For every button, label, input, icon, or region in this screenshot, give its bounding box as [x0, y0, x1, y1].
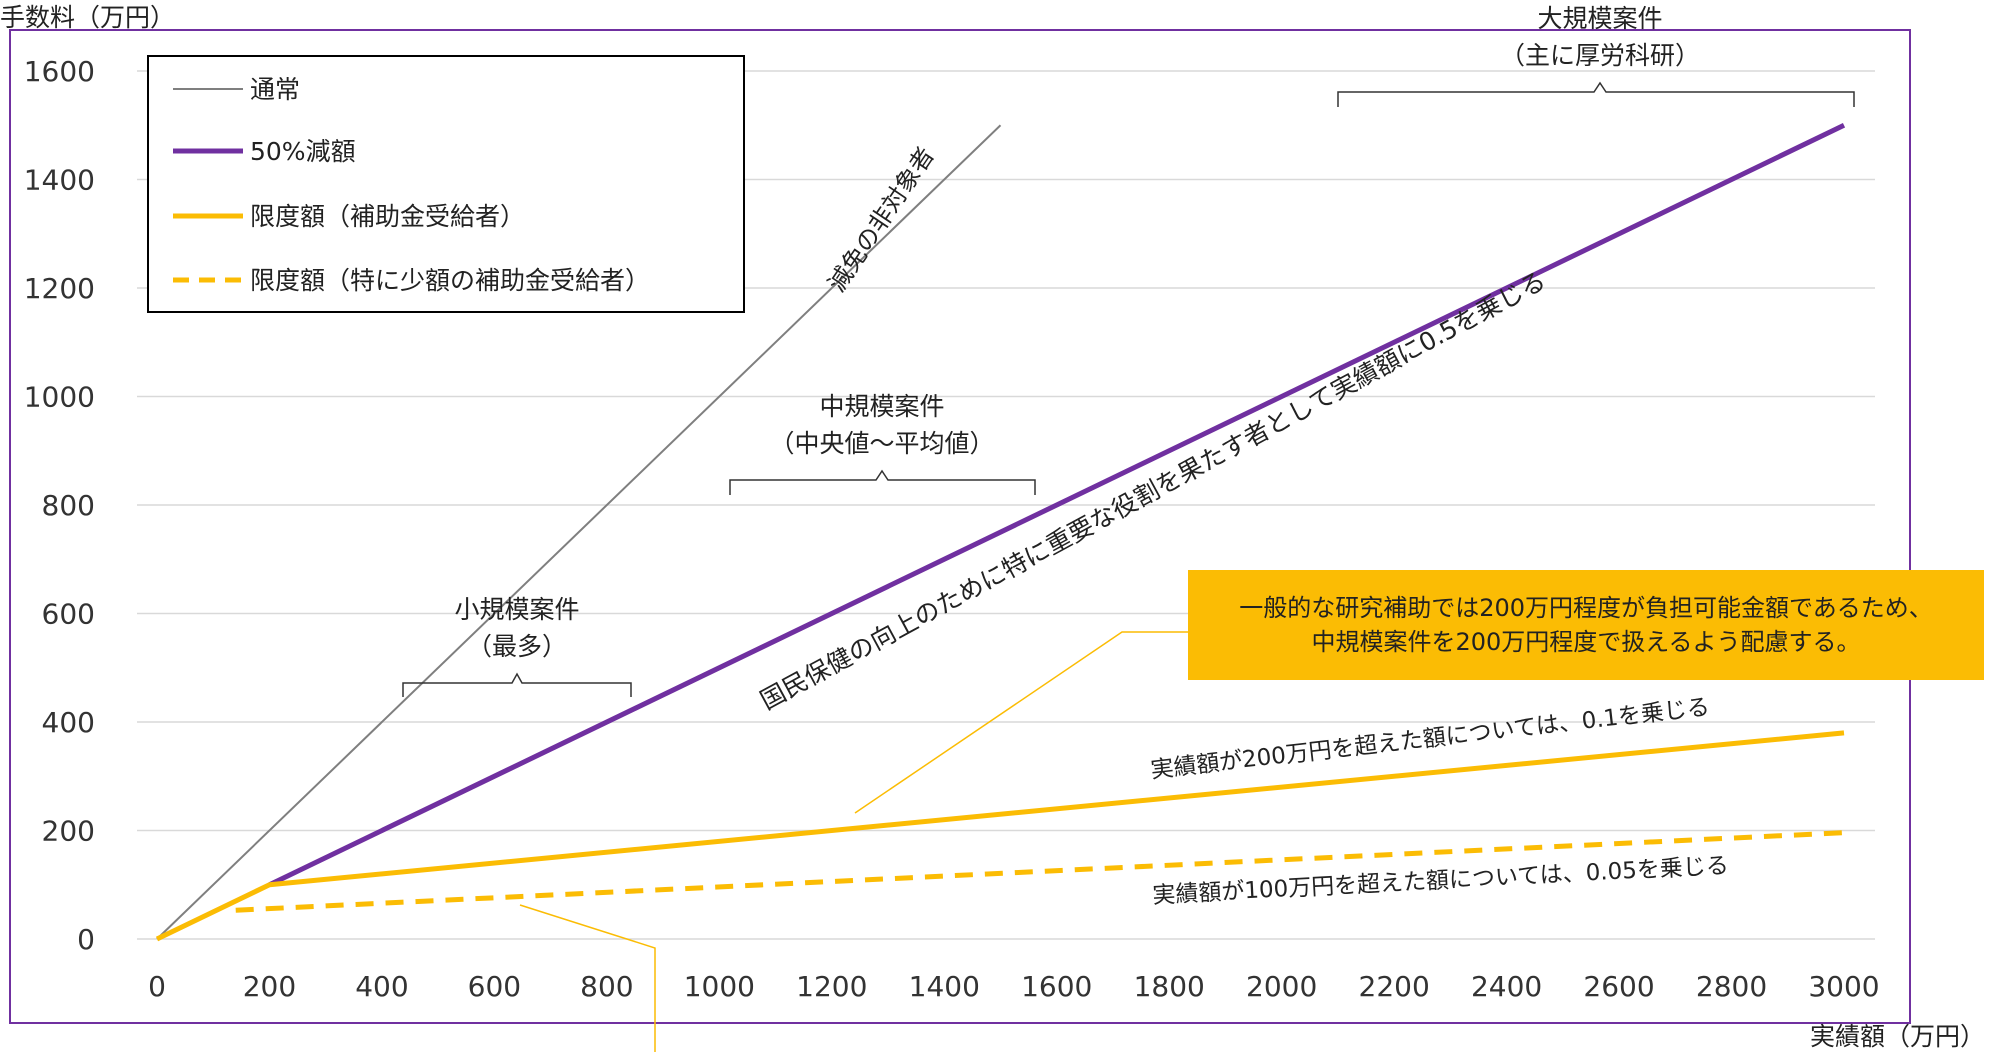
small-case-title: 小規模案件	[454, 595, 579, 624]
y-tick-label: 1000	[24, 381, 95, 414]
x-tick-label: 1600	[1021, 970, 1092, 1003]
legend: 通常 50%減額 限度額（補助金受給者） 限度額（特に少額の補助金受給者）	[147, 55, 745, 313]
y-tick-label: 1600	[24, 55, 95, 88]
y-tick-label: 800	[42, 489, 95, 522]
y-tick-label: 1400	[24, 164, 95, 197]
y-tick-label: 400	[42, 706, 95, 739]
brace-small	[402, 672, 632, 697]
x-tick-label: 400	[355, 970, 408, 1003]
x-tick-label: 1200	[796, 970, 867, 1003]
y-axis-title: 手数料（万円）	[0, 3, 175, 32]
normal-line-label: 減免の非対象者	[823, 142, 940, 297]
callout-text-line1: 一般的な研究補助では200万円程度が負担可能金額であるため、	[1239, 594, 1933, 622]
x-tick-label: 3000	[1808, 970, 1879, 1003]
x-tick-label: 800	[580, 970, 633, 1003]
callout-text-line2: 中規模案件を200万円程度で扱えるよう配慮する。	[1311, 628, 1861, 656]
x-tick-label: 200	[243, 970, 296, 1003]
legend-label-half: 50%減額	[250, 137, 356, 166]
large-case-title: 大規模案件	[1537, 4, 1662, 33]
x-tick-label: 1400	[909, 970, 980, 1003]
brace-medium	[729, 469, 1036, 495]
x-tick-label: 2400	[1471, 970, 1542, 1003]
x-tick-label: 2000	[1246, 970, 1317, 1003]
y-tick-label: 0	[77, 923, 95, 956]
callout-leader-2	[519, 904, 656, 1052]
medium-case-sub: （中央値～平均値）	[769, 429, 994, 458]
legend-label-cap: 限度額（補助金受給者）	[250, 202, 525, 231]
medium-case-title: 中規模案件	[819, 392, 944, 421]
legend-box	[147, 55, 745, 313]
y-tick-label: 200	[42, 815, 95, 848]
x-tick-label: 0	[148, 970, 166, 1003]
x-tick-labels: 0 200 400 600 800 1000 1200 1400 1600 1800 2000 220…	[148, 970, 1880, 1003]
series-line-half	[268, 122, 1846, 888]
callout-leader-1	[854, 631, 1188, 814]
x-tick-label: 2200	[1359, 970, 1430, 1003]
y-tick-label: 1200	[24, 272, 95, 305]
y-tick-label: 600	[42, 598, 95, 631]
y-tick-labels: 0 200 400 600 800 1000 1200 1400 1600	[24, 55, 95, 956]
callout-box: 一般的な研究補助では200万円程度が負担可能金額であるため、 中規模案件を200…	[1188, 570, 1984, 680]
x-axis-title: 実績額（万円）	[1810, 1022, 1985, 1051]
large-case-sub: （主に厚労科研）	[1500, 41, 1700, 70]
chart-frame	[9, 29, 1911, 1024]
x-tick-label: 1800	[1134, 970, 1205, 1003]
x-tick-label: 2800	[1696, 970, 1767, 1003]
series-line-cap	[155, 730, 1845, 942]
series-line-normal	[156, 124, 1002, 940]
x-tick-label: 1000	[684, 970, 755, 1003]
x-tick-label: 600	[468, 970, 521, 1003]
series-lines	[155, 122, 1846, 942]
x-tick-label: 2600	[1583, 970, 1654, 1003]
small-case-sub: （最多）	[467, 632, 567, 661]
brace-large	[1337, 81, 1855, 107]
legend-label-dashed: 限度額（特に少額の補助金受給者）	[250, 266, 650, 295]
legend-label-normal: 通常	[250, 75, 300, 104]
